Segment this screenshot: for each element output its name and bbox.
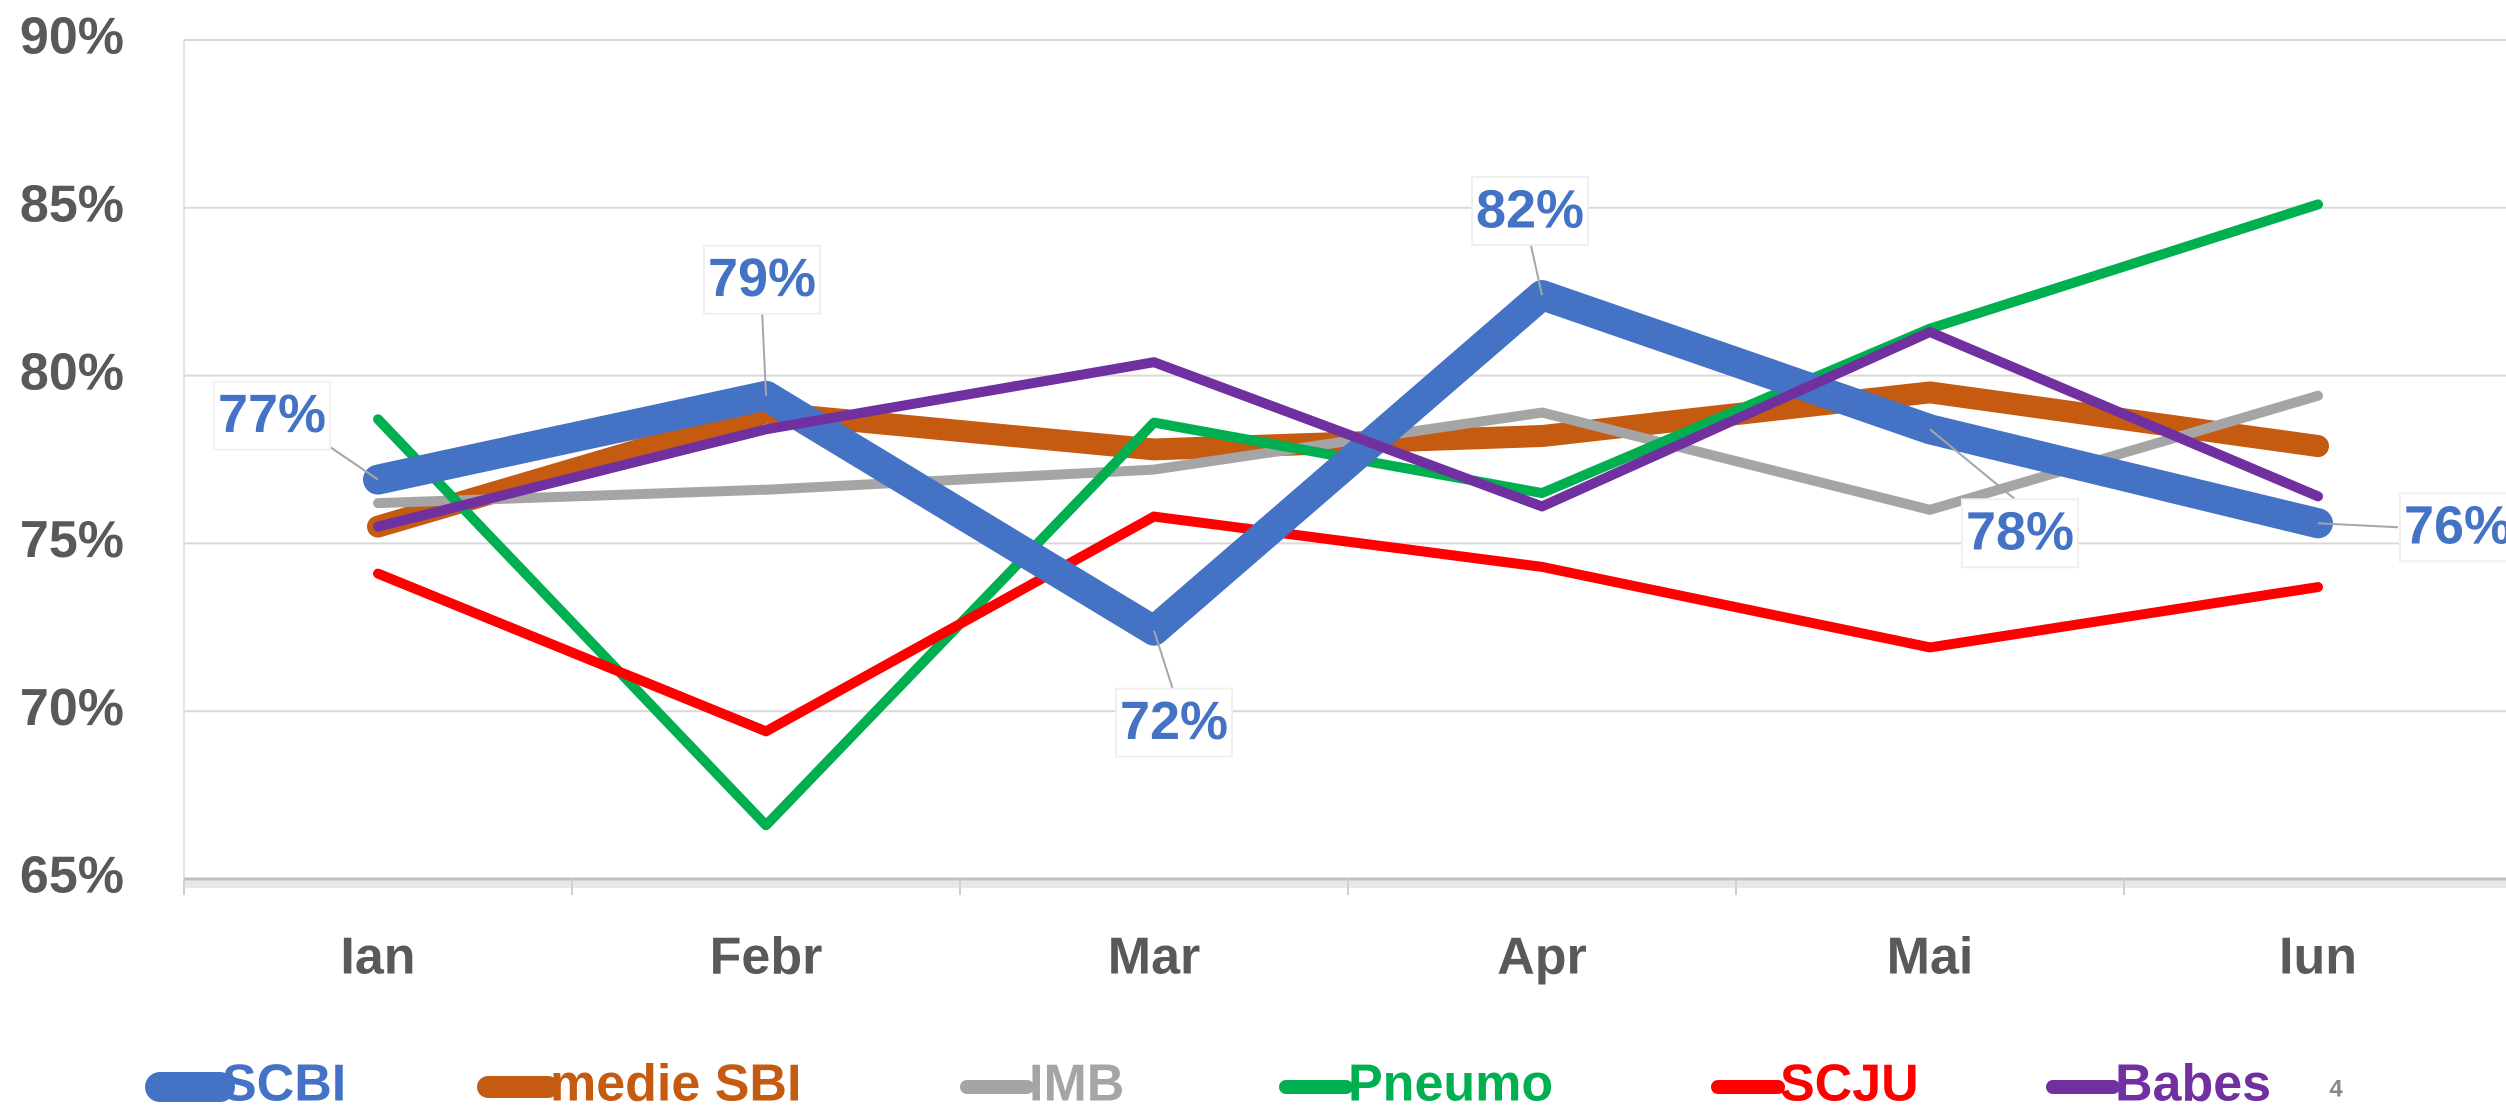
data-label-box <box>1471 176 1589 247</box>
y-tick-label: 75% <box>20 511 124 569</box>
data-label-box <box>1115 687 1233 758</box>
data-label: 72% <box>1120 691 1228 751</box>
data-label: 76% <box>2404 496 2506 556</box>
data-label-box <box>2399 492 2506 563</box>
legend-label: IMB <box>1029 1055 1124 1113</box>
legend-label: SCJU <box>1780 1055 1919 1113</box>
legend-label: Babes <box>2115 1055 2271 1113</box>
legend-label: SCBI <box>222 1055 346 1113</box>
leader-line <box>1529 240 1543 296</box>
x-tick-label: Ian <box>340 928 415 986</box>
data-label: 79% <box>708 248 816 308</box>
leader-line <box>327 444 379 481</box>
x-tick-label: Mar <box>1108 928 1200 986</box>
y-tick-label: 80% <box>20 343 124 401</box>
x-tick-label: Febr <box>710 928 823 986</box>
leader-line <box>2317 522 2399 529</box>
leader-line <box>761 309 767 396</box>
legend-label: Pneumo <box>1348 1055 1553 1113</box>
x-tick-label: Iun <box>2279 928 2357 986</box>
y-tick-label: 65% <box>20 847 124 905</box>
x-tick-label: Apr <box>1497 928 1587 986</box>
x-tick-label: Mai <box>1887 928 1974 986</box>
y-tick-label: 85% <box>20 176 124 234</box>
data-label: 78% <box>1966 502 2074 562</box>
series-line <box>363 280 2333 646</box>
y-tick-label: 70% <box>20 679 124 737</box>
data-label: 77% <box>218 384 326 444</box>
leader-line <box>1153 630 1175 693</box>
data-label-box <box>703 244 821 315</box>
series-line <box>373 511 2323 737</box>
series-line <box>373 390 2323 515</box>
data-label-box <box>213 380 331 451</box>
data-label: 82% <box>1476 179 1584 239</box>
leader-line <box>1929 428 2021 505</box>
series-line <box>373 326 2323 532</box>
page-number: 4 <box>2329 1075 2343 1102</box>
data-label-box <box>1961 498 2079 569</box>
legend-label: medie SBI <box>550 1055 801 1113</box>
y-tick-label: 90% <box>20 8 124 66</box>
